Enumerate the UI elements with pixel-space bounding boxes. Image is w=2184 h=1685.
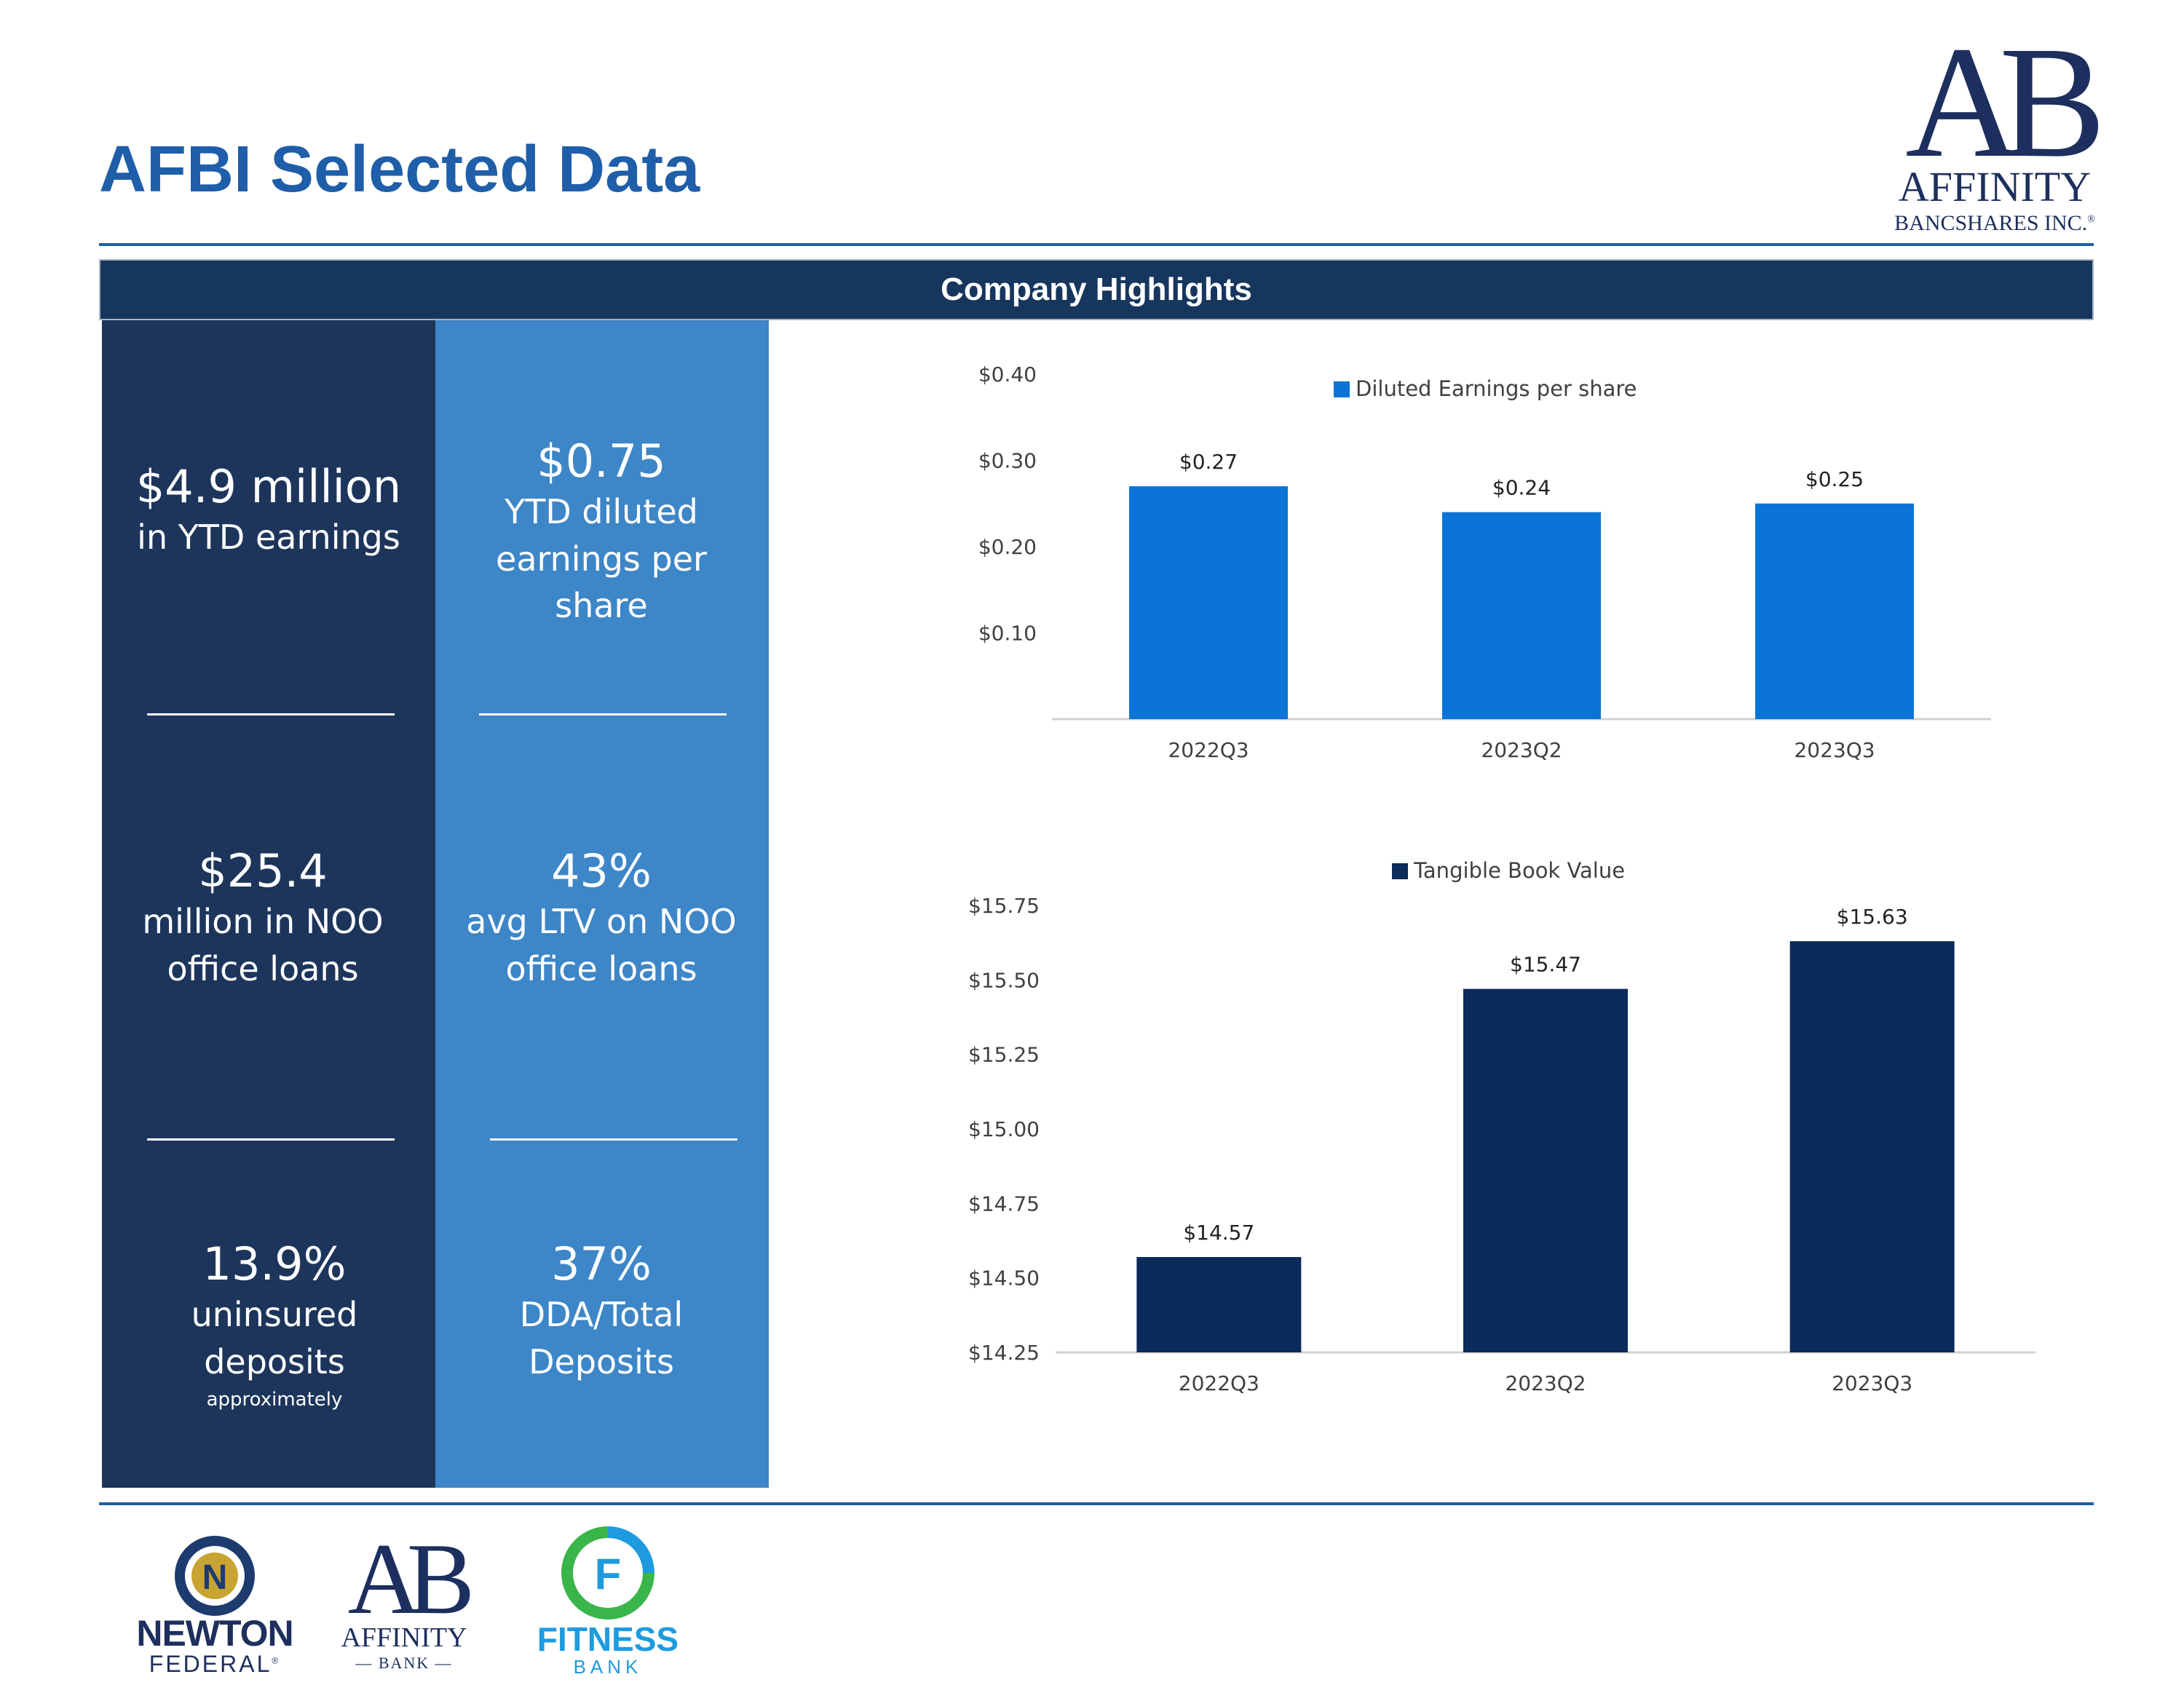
stat-value: $4.9 million xyxy=(135,460,402,513)
data-label: $15.63 xyxy=(1837,905,1908,929)
stat-label: avg LTV on NOO xyxy=(466,902,737,942)
x-tick-label: 2023Q3 xyxy=(1794,738,1875,762)
stat-ytd-earnings: $4.9 million in YTD earnings xyxy=(102,460,435,561)
y-tick-label: $15.50 xyxy=(968,968,1040,992)
legend-swatch xyxy=(1392,863,1408,879)
fitness-emblem-icon: F xyxy=(561,1526,654,1619)
affinity-bank-logo: AB AFFINITY — BANK — xyxy=(331,1529,477,1674)
stat-value: $25.4 xyxy=(198,844,328,897)
eps-chart-legend: Diluted Earnings per share xyxy=(1334,376,1637,401)
eps-chart-bars: $0.27 $0.24 $0.25 xyxy=(1129,450,1914,719)
x-tick-label: 2023Q2 xyxy=(1481,738,1562,762)
section-header: Company Highlights xyxy=(99,259,2094,320)
y-tick-label: $14.50 xyxy=(968,1266,1040,1290)
stat-label: DDA/Total xyxy=(519,1295,684,1335)
newton-name: NEWTON xyxy=(136,1613,293,1654)
stat-noo-office-loans: $25.4 million in NOO office loans xyxy=(96,844,430,992)
tbv-chart-legend: Tangible Book Value xyxy=(1392,858,1625,883)
stat-label: office loans xyxy=(167,948,359,988)
divider xyxy=(479,713,727,715)
divider xyxy=(147,1138,395,1141)
stat-dda-total-deposits: 37% DDA/Total Deposits xyxy=(427,1237,776,1385)
brand-name-line1: AFFINITY xyxy=(1898,163,2092,210)
bar-2023Q2 xyxy=(1442,512,1601,719)
data-label: $15.47 xyxy=(1510,953,1581,977)
highlights-panel-right: $0.75 YTD diluted earnings per share 43%… xyxy=(435,320,769,1488)
bar-2023Q3 xyxy=(1789,941,1955,1352)
stat-label: deposits xyxy=(204,1341,345,1381)
newton-sub-text: FEDERAL xyxy=(149,1651,272,1677)
bar-2023Q2 xyxy=(1463,988,1628,1352)
affinity-bank-sub: — BANK — xyxy=(355,1654,453,1672)
eps-bar-chart: $0.10 $0.20 $0.30 $0.40 2022Q3 2023Q2 2023Q3 $… xyxy=(978,362,1991,762)
y-tick-label: $15.00 xyxy=(968,1117,1040,1141)
header-rule xyxy=(99,243,2094,246)
divider xyxy=(147,713,395,715)
tbv-bar-chart: $14.25 $14.50 $14.75 $15.00 $15.25 $15.50 $15.… xyxy=(968,858,2035,1395)
y-tick-label: $0.20 xyxy=(978,535,1037,559)
tbv-chart-axes: $14.25 $14.50 $14.75 $15.00 $15.25 $15.50 $15.… xyxy=(968,894,2035,1395)
stat-label: share xyxy=(555,586,648,626)
data-label: $0.25 xyxy=(1805,467,1864,491)
stat-value: 37% xyxy=(551,1237,652,1290)
newton-emblem-icon: N xyxy=(175,1536,255,1616)
x-tick-label: 2022Q3 xyxy=(1179,1371,1259,1395)
stat-label: million in NOO xyxy=(142,902,384,942)
fitness-sub: BANK xyxy=(573,1656,643,1678)
x-tick-label: 2022Q3 xyxy=(1168,738,1249,762)
bar-2022Q3 xyxy=(1129,486,1288,719)
bar-2023Q3 xyxy=(1755,503,1914,719)
newton-federal-logo: N NEWTON FEDERAL® xyxy=(124,1532,306,1678)
stat-label: office loans xyxy=(505,948,697,988)
stat-label: Deposits xyxy=(529,1341,674,1381)
y-tick-label: $0.30 xyxy=(978,449,1037,473)
y-tick-label: $0.40 xyxy=(978,362,1037,386)
y-tick-label: $15.25 xyxy=(968,1043,1040,1067)
brand-registered-mark: ® xyxy=(2087,214,2095,225)
stat-ytd-diluted-eps: $0.75 YTD diluted earnings per share xyxy=(427,435,776,630)
divider xyxy=(490,1138,737,1141)
newton-registered-mark: ® xyxy=(272,1655,281,1666)
page-title: AFBI Selected Data xyxy=(99,133,700,206)
stat-value: 13.9% xyxy=(202,1237,347,1290)
brand-name-line2: BANCSHARES INC.® xyxy=(1886,213,2104,234)
newton-initial: N xyxy=(202,1558,228,1597)
fitness-name: FITNESS xyxy=(537,1620,679,1658)
stat-label: in YTD earnings xyxy=(137,518,400,558)
fitness-bank-logo: F FITNESS BANK xyxy=(535,1525,681,1685)
highlights-panel-left: $4.9 million in YTD earnings $25.4 milli… xyxy=(102,320,435,1488)
x-tick-label: 2023Q3 xyxy=(1832,1371,1912,1395)
affinity-bank-monogram: AB xyxy=(347,1523,475,1636)
legend-label: Tangible Book Value xyxy=(1413,858,1625,883)
data-label: $0.27 xyxy=(1179,450,1238,474)
stat-label: YTD diluted xyxy=(505,492,698,532)
tbv-chart-bars: $14.57 $15.47 $15.63 xyxy=(1136,905,1955,1352)
stat-uninsured-deposits: 13.9% uninsured deposits approximately xyxy=(108,1237,441,1416)
affinity-bank-name: AFFINITY xyxy=(341,1622,467,1653)
y-tick-label: $14.25 xyxy=(968,1341,1040,1365)
bar-2022Q3 xyxy=(1136,1257,1302,1352)
brand-name-line2-text: BANCSHARES INC. xyxy=(1894,211,2088,235)
y-tick-label: $15.75 xyxy=(968,894,1040,918)
stat-value: 43% xyxy=(551,844,652,897)
brand-monogram: AB xyxy=(1905,13,2106,191)
legend-swatch xyxy=(1334,381,1350,397)
stat-avg-ltv: 43% avg LTV on NOO office loans xyxy=(427,844,776,992)
data-label: $0.24 xyxy=(1492,476,1551,500)
affinity-bancshares-logo: AB AFFINITY BANCSHARES INC.® xyxy=(1886,13,2106,240)
stat-label: earnings per xyxy=(496,539,707,579)
y-tick-label: $0.10 xyxy=(978,622,1037,646)
newton-sub: FEDERAL® xyxy=(124,1651,306,1678)
fitness-initial: F xyxy=(595,1550,622,1598)
stat-value: $0.75 xyxy=(537,435,666,488)
legend-label: Diluted Earnings per share xyxy=(1356,376,1637,401)
x-tick-label: 2023Q2 xyxy=(1505,1371,1586,1395)
stat-note: approximately xyxy=(206,1389,343,1411)
data-label: $14.57 xyxy=(1183,1221,1254,1245)
stat-label: uninsured xyxy=(191,1295,358,1335)
footer-rule xyxy=(99,1502,2094,1505)
y-tick-label: $14.75 xyxy=(968,1192,1040,1216)
